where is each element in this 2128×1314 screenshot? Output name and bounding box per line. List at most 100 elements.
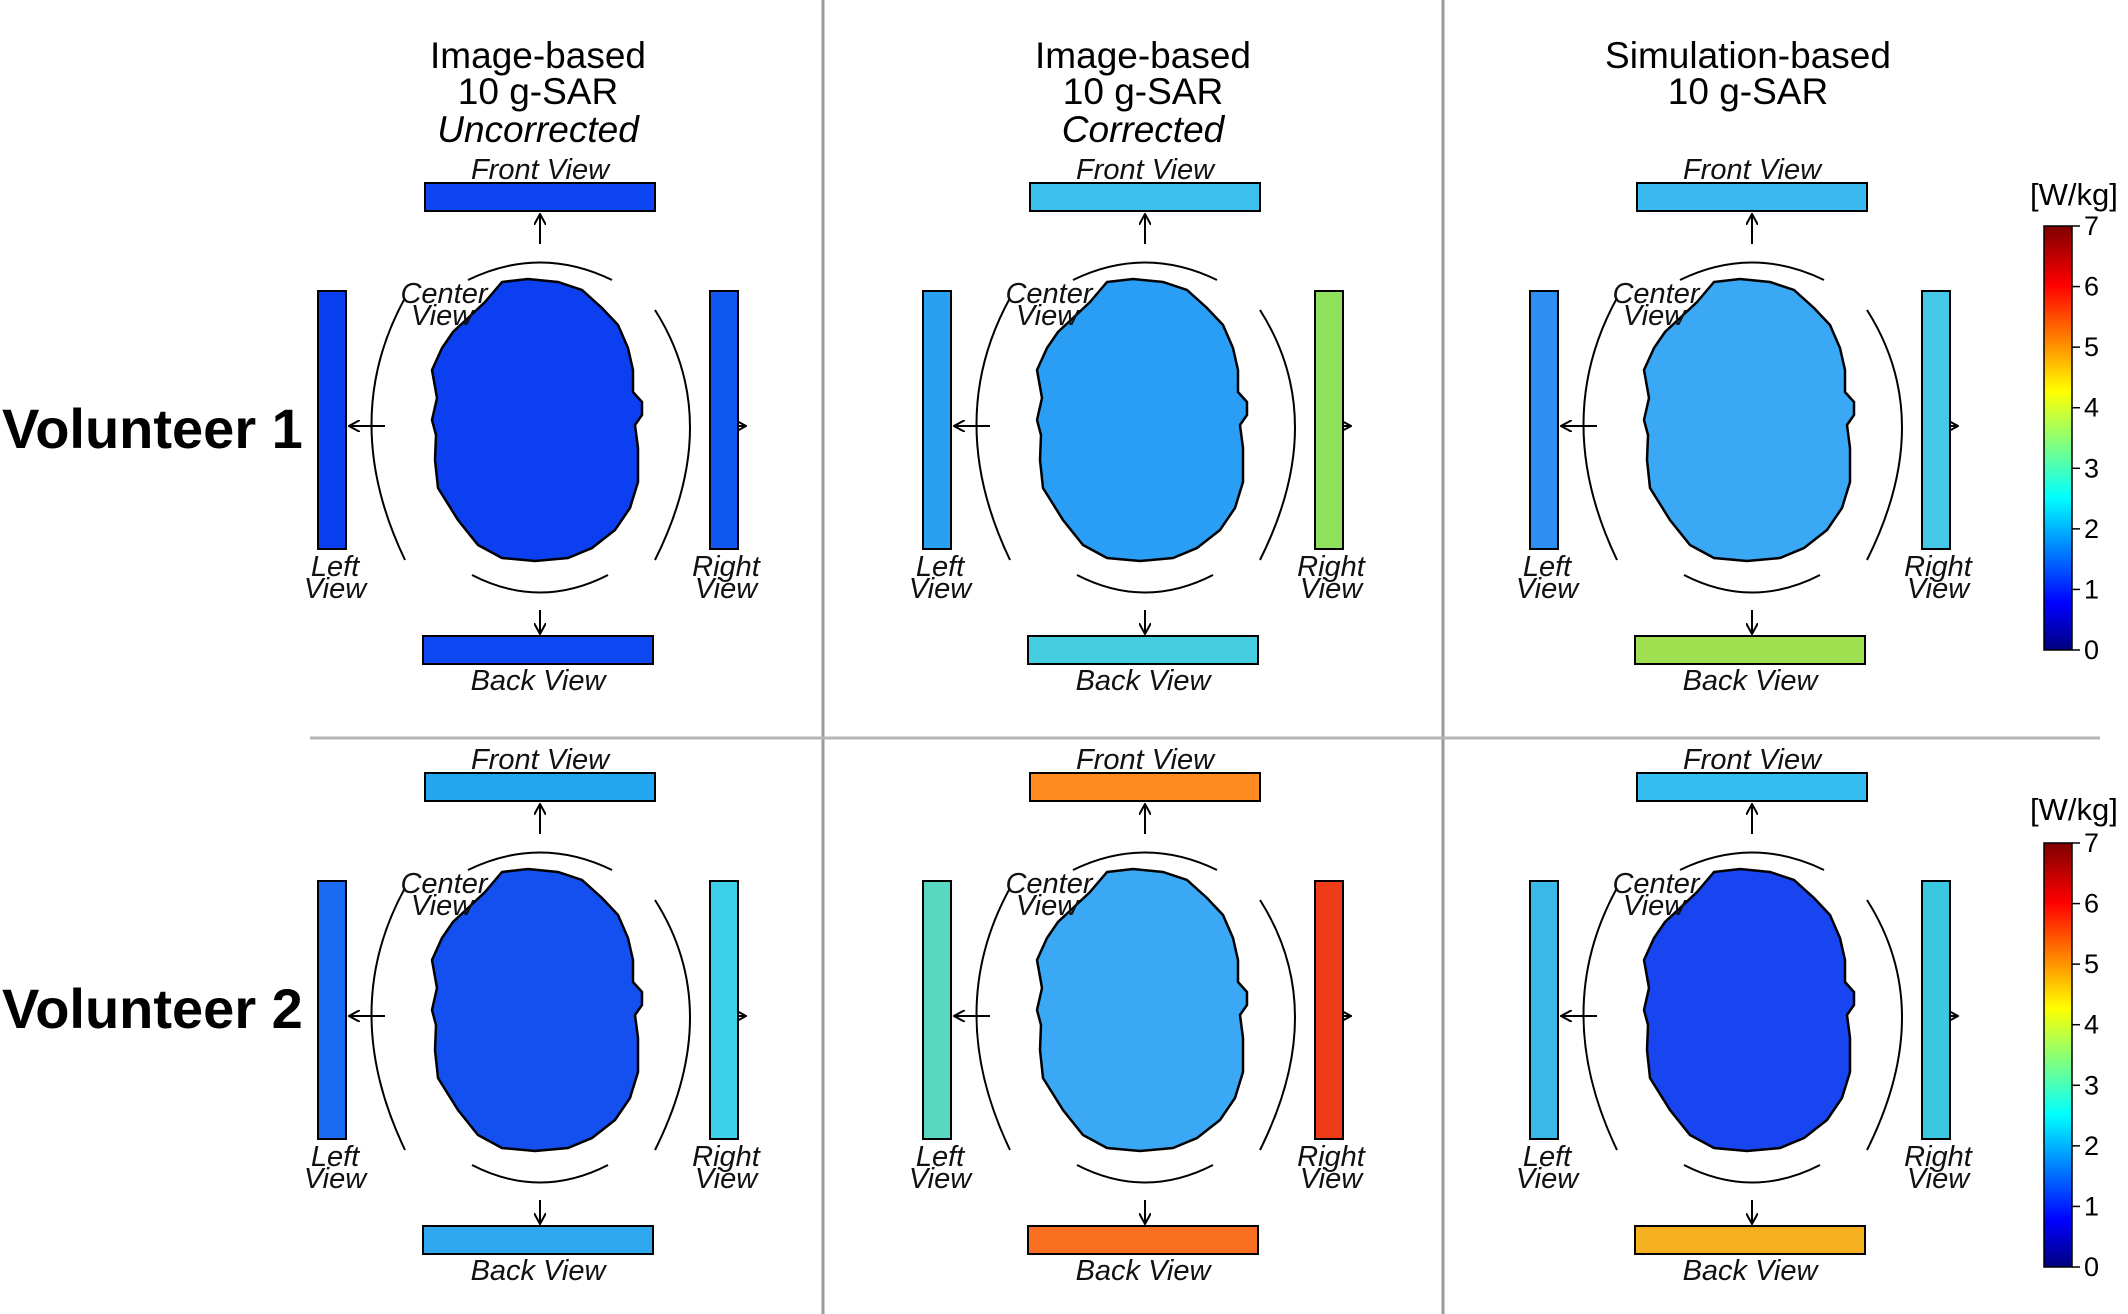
right-view-label-line2: View	[1907, 1163, 1971, 1195]
front-view-label: Front View	[1683, 744, 1823, 776]
colorbar-tick-label: 6	[2084, 889, 2099, 919]
left-view-map	[1529, 290, 1559, 550]
left-arc	[370, 887, 406, 1151]
right-view-map	[1921, 880, 1951, 1140]
center-view-label-line1: Center	[400, 278, 488, 310]
colorbar-tick-label: 6	[2084, 272, 2099, 302]
left-view-map	[317, 880, 347, 1140]
bottom-arc	[1683, 574, 1821, 594]
right-view-label-line1: Right	[692, 1141, 762, 1173]
right-arc	[654, 899, 691, 1151]
center-view-label-line1: Center	[400, 868, 488, 900]
colorbar-scale-2	[2043, 842, 2073, 1268]
colorbar-tick-label: 7	[2084, 828, 2099, 858]
colorbar-tick-label: 7	[2084, 211, 2099, 241]
center-view-label-line2: View	[1623, 300, 1687, 332]
back-view-map	[1634, 1225, 1866, 1255]
col1-subtitle: Uncorrected	[437, 109, 640, 150]
colorbar-tick-label: 5	[2084, 949, 2099, 979]
left-view-label-line2: View	[1516, 1163, 1580, 1195]
center-view-label-line1: Center	[1005, 868, 1093, 900]
right-view-label-line2: View	[695, 1163, 759, 1195]
left-arc	[370, 297, 406, 561]
colorbar-tick-label: 3	[2084, 453, 2099, 483]
column-title-corrected: Image-based 10 g-SAR Corrected	[1035, 35, 1251, 150]
right-arc	[1259, 309, 1296, 561]
colorbar-tick-label: 4	[2084, 393, 2099, 423]
back-view-label: Back View	[1683, 665, 1820, 697]
top-arc	[1072, 261, 1218, 281]
colorbar-volunteer-1: [W/kg] 0 1 2 3 4 5 6 7	[2030, 177, 2118, 665]
column-title-uncorrected: Image-based 10 g-SAR Uncorrected	[430, 35, 646, 150]
colorbar-tick-label: 5	[2084, 332, 2099, 362]
right-view-label-line1: Right	[692, 551, 762, 583]
back-view-map	[1027, 1225, 1259, 1255]
colorbar-tick-label: 3	[2084, 1070, 2099, 1100]
colorbar-tick-label: 2	[2084, 1131, 2099, 1161]
right-view-label-line2: View	[695, 573, 759, 605]
back-view-map	[1634, 635, 1866, 665]
front-view-label: Front View	[1683, 154, 1823, 186]
right-arc	[1866, 309, 1903, 561]
center-view-label-line2: View	[1623, 890, 1687, 922]
col2-subtitle: Corrected	[1062, 109, 1226, 150]
colorbar-unit-1: [W/kg]	[2030, 177, 2118, 212]
back-view-label: Back View	[1076, 1255, 1213, 1287]
right-view-map	[1314, 880, 1344, 1140]
back-view-map	[1027, 635, 1259, 665]
right-view-label-line1: Right	[1297, 551, 1367, 583]
top-arc	[1072, 851, 1218, 871]
colorbar-tick-label: 0	[2084, 635, 2099, 665]
col1-title-line1: Image-based	[430, 35, 646, 76]
back-view-map	[422, 1225, 654, 1255]
bottom-arc	[1076, 574, 1214, 594]
col1-title-line2: 10 g-SAR	[458, 71, 618, 112]
left-arc	[1582, 887, 1618, 1151]
right-view-map	[709, 290, 739, 550]
left-arc	[975, 297, 1011, 561]
right-view-map	[709, 880, 739, 1140]
left-view-map	[317, 290, 347, 550]
colorbar-ticks-1: 0 1 2 3 4 5 6 7	[2072, 211, 2099, 665]
col3-title-line1: Simulation-based	[1605, 35, 1891, 76]
front-view-map	[1636, 772, 1868, 802]
center-view-label-line1: Center	[1612, 868, 1700, 900]
top-arc	[467, 261, 613, 281]
center-view-label-line1: Center	[1005, 278, 1093, 310]
col2-title-line1: Image-based	[1035, 35, 1251, 76]
colorbar-tick-label: 0	[2084, 1252, 2099, 1282]
center-view-label-line2: View	[1016, 300, 1080, 332]
left-view-map	[1529, 880, 1559, 1140]
left-view-label-line1: Left	[1523, 1141, 1573, 1173]
row-label-volunteer-1: Volunteer 1	[2, 397, 303, 460]
center-view-label-line1: Center	[1612, 278, 1700, 310]
right-arc	[1259, 899, 1296, 1151]
colorbar-tick-label: 1	[2084, 1191, 2099, 1221]
back-view-label: Back View	[471, 1255, 608, 1287]
colorbar-scale-1	[2043, 225, 2073, 651]
front-view-map	[424, 182, 656, 212]
center-view-label-line2: View	[411, 890, 475, 922]
left-view-label-line2: View	[304, 1163, 368, 1195]
column-title-simulation: Simulation-based 10 g-SAR	[1605, 35, 1891, 112]
left-view-map	[922, 880, 952, 1140]
colorbar-tick-label: 1	[2084, 574, 2099, 604]
right-view-label-line1: Right	[1904, 551, 1974, 583]
colorbar-tick-label: 2	[2084, 514, 2099, 544]
colorbar-volunteer-2: [W/kg] 0 1 2 3 4 5 6 7	[2030, 792, 2118, 1282]
bottom-arc	[1076, 1164, 1214, 1184]
top-arc	[1679, 851, 1825, 871]
left-view-label-line1: Left	[1523, 551, 1573, 583]
front-view-map	[1029, 772, 1261, 802]
col3-title-line2: 10 g-SAR	[1668, 71, 1828, 112]
bottom-arc	[471, 1164, 609, 1184]
left-view-map	[922, 290, 952, 550]
bottom-arc	[471, 574, 609, 594]
